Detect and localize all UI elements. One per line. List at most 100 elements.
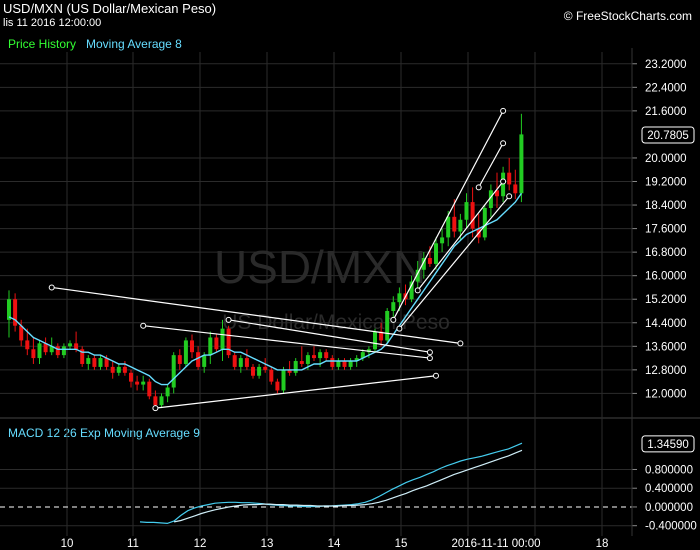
trendline-handle — [396, 325, 403, 332]
legend-price-history[interactable]: Price History — [8, 37, 77, 51]
trendline — [228, 319, 430, 353]
candle-body — [415, 269, 420, 282]
trendline-handle — [457, 340, 464, 347]
candle-body — [226, 328, 231, 356]
trendline-handle — [475, 184, 482, 191]
candle-body — [110, 366, 115, 373]
candle-body — [37, 343, 42, 359]
candle-body — [397, 293, 402, 303]
candle-body — [330, 358, 335, 367]
candle-body — [183, 340, 188, 364]
candle-body — [427, 258, 432, 264]
chart-title: USD/MXN (US Dollar/Mexican Peso) — [3, 1, 217, 16]
y-tick-label: 16.8000 — [645, 247, 687, 259]
trendline-handle — [426, 355, 433, 362]
macd-tick-label: 0.400000 — [645, 483, 693, 495]
candle-body — [421, 258, 426, 270]
trendline-handle — [225, 316, 232, 323]
candle-body — [208, 337, 213, 356]
candle-body — [269, 369, 274, 382]
candle-body — [409, 281, 414, 300]
candle-body — [464, 202, 469, 220]
candle-body — [495, 190, 499, 197]
trendline — [478, 142, 504, 188]
candle-body — [214, 337, 219, 350]
x-tick-label: 13 — [261, 538, 274, 550]
candle-body — [257, 366, 262, 376]
trendline — [417, 181, 504, 291]
candle-body — [312, 355, 316, 359]
macd-signal-line — [173, 449, 523, 523]
watermark-symbol: USD/MXN — [214, 241, 426, 293]
brand-label[interactable]: © FreeStockCharts.com — [563, 9, 692, 23]
candle-body — [379, 331, 384, 341]
candle-body — [281, 369, 286, 391]
trendline-handle — [426, 349, 433, 356]
candle-body — [348, 361, 353, 367]
candle-body — [19, 325, 24, 341]
trendline-handle — [500, 107, 507, 114]
candle-body — [171, 355, 176, 388]
candle-body — [488, 190, 493, 208]
macd-line — [139, 442, 523, 525]
macd-tick-label: 0.000000 — [645, 502, 693, 514]
candle-body — [452, 216, 457, 232]
candle-body — [336, 361, 341, 367]
candle-body — [31, 349, 36, 359]
candle-body — [360, 352, 365, 359]
candle-body — [104, 358, 109, 367]
y-tick-label: 15.2000 — [645, 294, 687, 306]
candle-body — [25, 340, 30, 350]
candle-body — [141, 381, 146, 385]
trendline-handle — [140, 322, 147, 329]
trendline-handle — [506, 193, 513, 200]
grid — [0, 52, 700, 536]
candle-body — [299, 361, 304, 364]
legend-moving-average[interactable]: Moving Average 8 — [86, 37, 182, 51]
candle-body — [92, 358, 97, 367]
candle-body — [61, 346, 66, 356]
candle-body — [482, 207, 487, 238]
macd-legend[interactable]: MACD 12 26 Exp Moving Average 9 — [8, 426, 200, 440]
candle-body — [7, 299, 11, 320]
candle-body — [287, 369, 292, 373]
candle-body — [153, 396, 158, 406]
candle-body — [244, 358, 249, 367]
y-tick-label: 21.6000 — [645, 106, 687, 118]
candle-body — [55, 346, 60, 356]
candle-body — [391, 302, 396, 311]
trendline — [143, 325, 430, 359]
current-price-box — [641, 126, 695, 144]
candle-body — [68, 343, 72, 347]
candle-body — [159, 396, 164, 406]
y-tick-label: 14.4000 — [645, 318, 687, 330]
candle-body — [49, 346, 54, 353]
candle-body — [86, 358, 91, 364]
y-tick-label: 19.2000 — [645, 176, 687, 188]
candle-body — [519, 134, 524, 194]
x-tick-label: 10 — [61, 538, 74, 550]
moving-average-layer — [8, 192, 522, 386]
candle-body — [263, 366, 268, 370]
trendline-handle — [433, 372, 439, 379]
candle-body — [74, 343, 79, 350]
x-tick-label: 18 — [596, 538, 609, 550]
current-macd-box — [641, 435, 695, 453]
y-tick-label: 12.0000 — [645, 388, 687, 400]
trendline — [51, 286, 461, 344]
y-tick-label: 16.0000 — [645, 271, 687, 283]
macd-tick-label: -0.400000 — [645, 521, 697, 533]
candle-body — [513, 184, 518, 194]
y-tick-label: 23.2000 — [645, 59, 687, 71]
x-tick-label: 15 — [395, 538, 408, 550]
candle-body — [324, 352, 329, 359]
trendline-handle — [152, 405, 159, 412]
candle-body — [196, 352, 201, 367]
candle-body — [220, 328, 225, 350]
candle-body — [446, 216, 451, 238]
candle-body — [122, 366, 127, 373]
x-tick-label: 12 — [194, 538, 207, 550]
candle-body — [318, 352, 323, 359]
candle-body — [293, 361, 298, 373]
